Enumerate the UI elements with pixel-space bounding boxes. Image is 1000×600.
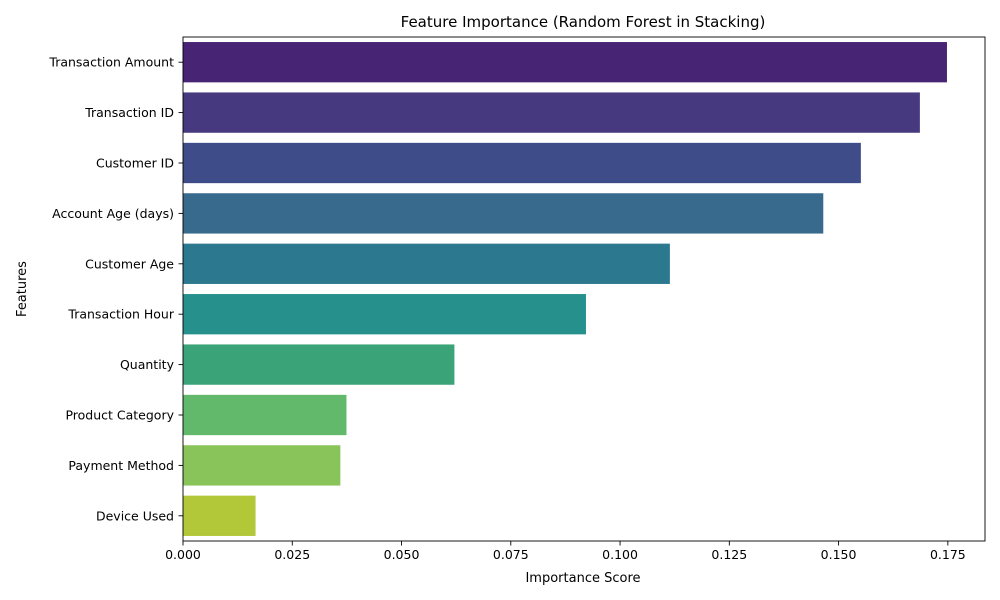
y-tick-label: Account Age (days) (52, 206, 174, 221)
x-axis-label: Importance Score (525, 571, 640, 586)
bar-customer-id (183, 142, 861, 184)
bar-transaction-id (183, 92, 920, 133)
bar-payment-method (183, 445, 341, 486)
x-tick-label: 0.150 (821, 547, 857, 562)
y-tick-label: Transaction ID (84, 105, 174, 120)
y-tick-label: Product Category (65, 408, 174, 423)
chart-title: Feature Importance (Random Forest in Sta… (401, 13, 766, 31)
y-axis-label: Features (15, 261, 30, 317)
y-tick-label: Transaction Amount (48, 55, 174, 70)
y-tick-label: Quantity (120, 357, 175, 372)
bar-transaction-hour (183, 294, 586, 335)
bar-customer-age (183, 243, 670, 284)
y-axis-ticks: Transaction Amount Transaction ID Customer… (48, 55, 183, 523)
x-tick-label: 0.025 (274, 547, 310, 562)
x-tick-label: 0.000 (165, 547, 201, 562)
x-tick-label: 0.175 (930, 547, 966, 562)
x-tick-label: 0.075 (493, 547, 529, 562)
y-tick-label: Transaction Hour (67, 307, 174, 322)
x-tick-label: 0.050 (384, 547, 420, 562)
y-tick-label: Customer ID (96, 156, 174, 171)
x-axis-ticks: 0.000 0.025 0.050 0.075 0.100 0.125 0.150 0.175 (165, 541, 966, 562)
bar-device-used (183, 495, 256, 536)
x-tick-label: 0.100 (602, 547, 638, 562)
bar-product-category (183, 394, 347, 436)
bar-account-age-days (183, 193, 824, 234)
bar-transaction-amount (183, 42, 947, 83)
y-tick-label: Device Used (96, 508, 174, 523)
y-tick-label: Customer Age (85, 256, 174, 271)
plot-frame (182, 36, 986, 542)
x-tick-label: 0.125 (711, 547, 747, 562)
y-tick-label: Payment Method (68, 458, 174, 473)
bar-quantity (183, 344, 455, 385)
bars-group (183, 42, 947, 536)
